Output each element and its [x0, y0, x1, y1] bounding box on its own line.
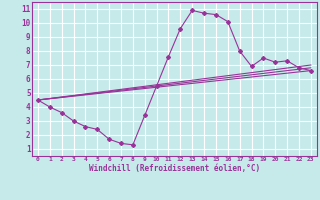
X-axis label: Windchill (Refroidissement éolien,°C): Windchill (Refroidissement éolien,°C): [89, 164, 260, 173]
